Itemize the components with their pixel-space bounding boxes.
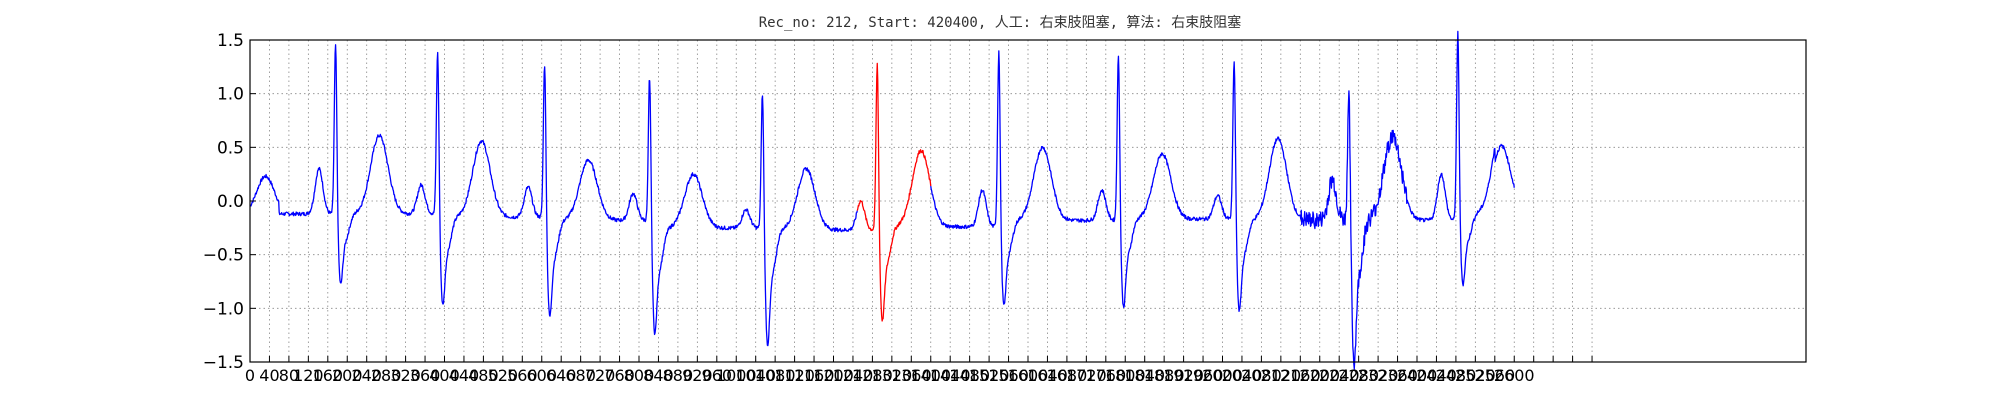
x-tick-label: 1480 bbox=[949, 366, 990, 385]
x-tick-label: 840 bbox=[643, 366, 674, 385]
x-tick-label: 80 bbox=[279, 366, 299, 385]
x-tick-label: 2520 bbox=[1455, 366, 1496, 385]
x-tick-label: 1320 bbox=[871, 366, 912, 385]
x-tick-label: 1760 bbox=[1085, 366, 1126, 385]
x-tick-label: 120 bbox=[293, 366, 324, 385]
series-layer bbox=[249, 30, 1515, 370]
y-tick-label: 0.5 bbox=[217, 138, 244, 158]
y-axis: −1.5 −1.0 −0.5 0.0 0.5 1.0 1.5 bbox=[203, 31, 256, 373]
y-tick-label: 1.0 bbox=[217, 85, 244, 105]
x-tick-label: 1080 bbox=[755, 366, 796, 385]
x-tick-label: 1880 bbox=[1144, 366, 1185, 385]
x-tick-label: 360 bbox=[410, 366, 441, 385]
x-tick-label: 1000 bbox=[716, 366, 757, 385]
x-tick-label: 1560 bbox=[988, 366, 1029, 385]
x-tick-label: 1960 bbox=[1183, 366, 1224, 385]
x-tick-label: 1200 bbox=[813, 366, 854, 385]
x-tick-label: 2160 bbox=[1280, 366, 1321, 385]
ecg-trace bbox=[249, 44, 858, 347]
x-tick-label: 880 bbox=[663, 366, 694, 385]
x-tick-label: 560 bbox=[507, 366, 538, 385]
x-tick-label: 2440 bbox=[1416, 366, 1457, 385]
x-tick-label: 1040 bbox=[735, 366, 776, 385]
x-tick-label: 2000 bbox=[1202, 366, 1243, 385]
x-tick-label: 640 bbox=[546, 366, 577, 385]
x-tick-label: 1160 bbox=[794, 366, 835, 385]
x-tick-label: 2240 bbox=[1319, 366, 1360, 385]
grid bbox=[250, 40, 1806, 362]
y-tick-label: 1.5 bbox=[217, 31, 244, 51]
x-tick-label: 160 bbox=[313, 366, 344, 385]
x-tick-label: 2040 bbox=[1222, 366, 1263, 385]
x-tick-label: 2200 bbox=[1299, 366, 1340, 385]
x-tick-label: 2080 bbox=[1241, 366, 1282, 385]
x-tick-label: 2120 bbox=[1260, 366, 1301, 385]
x-tick-label: 1520 bbox=[969, 366, 1010, 385]
x-tick-label: 1720 bbox=[1066, 366, 1107, 385]
ecg-trace-highlight bbox=[856, 62, 932, 322]
x-tick-label: 1240 bbox=[833, 366, 874, 385]
x-tick-label: 2600 bbox=[1494, 366, 1535, 385]
x-tick-label: 240 bbox=[351, 366, 382, 385]
x-tick-label: 800 bbox=[624, 366, 655, 385]
x-tick-label: 600 bbox=[526, 366, 557, 385]
x-tick-label: 1360 bbox=[891, 366, 932, 385]
x-tick-label: 2480 bbox=[1436, 366, 1477, 385]
x-tick-label: 1680 bbox=[1047, 366, 1088, 385]
x-tick-label: 1440 bbox=[930, 366, 971, 385]
x-tick-label: 280 bbox=[371, 366, 402, 385]
x-tick-label: 720 bbox=[585, 366, 616, 385]
x-tick-label: 2400 bbox=[1397, 366, 1438, 385]
x-tick-label: 520 bbox=[488, 366, 519, 385]
x-axis: 0 40 8012016020024028032036040044048052056… bbox=[245, 356, 1593, 385]
x-tick-label: 400 bbox=[429, 366, 460, 385]
x-tick-label: 2560 bbox=[1474, 366, 1515, 385]
x-tick-label: 440 bbox=[449, 366, 480, 385]
x-tick-label: 1280 bbox=[852, 366, 893, 385]
ecg-trace bbox=[930, 30, 1515, 370]
x-tick-label: 1800 bbox=[1105, 366, 1146, 385]
x-tick-label: 680 bbox=[565, 366, 596, 385]
x-tick-label: 480 bbox=[468, 366, 499, 385]
y-tick-label: −1.5 bbox=[203, 353, 244, 373]
y-tick-label: −1.0 bbox=[203, 299, 244, 319]
x-tick-label: 2360 bbox=[1377, 366, 1418, 385]
x-tick-label: 200 bbox=[332, 366, 363, 385]
x-tick-label: 320 bbox=[390, 366, 421, 385]
x-tick-label: 1840 bbox=[1124, 366, 1165, 385]
x-tick-label: 1120 bbox=[774, 366, 815, 385]
x-tick-label: 960 bbox=[702, 366, 733, 385]
x-tick-label: 2320 bbox=[1358, 366, 1399, 385]
chart-title: Rec_no: 212, Start: 420400, 人工: 右束肢阻塞, 算… bbox=[759, 14, 1242, 31]
x-tick-label: 920 bbox=[682, 366, 713, 385]
x-tick-label: 760 bbox=[604, 366, 635, 385]
x-tick-label: 1400 bbox=[910, 366, 951, 385]
x-tick-label: 1920 bbox=[1163, 366, 1204, 385]
x-tick-label: 1640 bbox=[1027, 366, 1068, 385]
y-tick-label: 0.0 bbox=[217, 192, 244, 212]
x-tick-label: 1600 bbox=[1008, 366, 1049, 385]
x-tick-label: 2280 bbox=[1338, 366, 1379, 385]
x-tick-label: 0 bbox=[245, 366, 255, 385]
x-tick-label: 40 bbox=[259, 366, 279, 385]
y-tick-label: −0.5 bbox=[203, 246, 244, 266]
